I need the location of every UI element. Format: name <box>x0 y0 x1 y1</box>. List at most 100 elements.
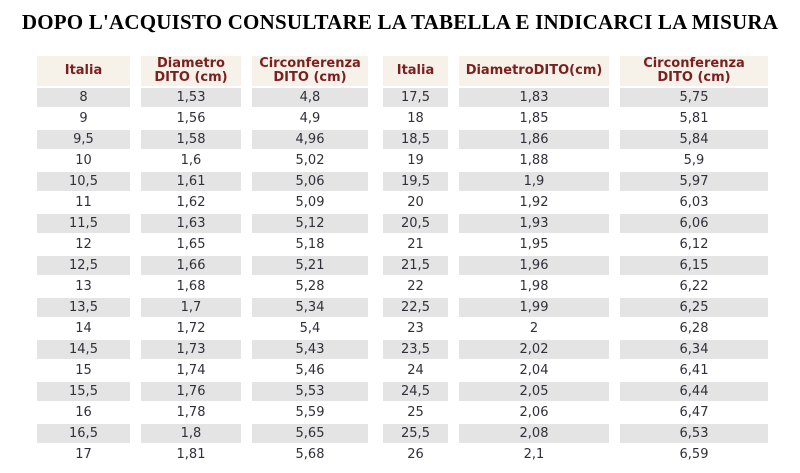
table-cell: 1,65 <box>141 235 241 254</box>
table-cell: 20,5 <box>383 214 448 233</box>
table-cell: 1,68 <box>141 277 241 296</box>
table-cell: 23 <box>383 319 448 338</box>
table-cell: 1,56 <box>141 109 241 128</box>
table-cell: 5,68 <box>252 445 368 464</box>
table-row: 25 2,06 6,47 <box>383 403 768 422</box>
table-row: 16,5 1,8 5,65 <box>37 424 368 443</box>
table-cell: 6,41 <box>620 361 768 380</box>
table-cell: 6,03 <box>620 193 768 212</box>
table-cell: 1,63 <box>141 214 241 233</box>
table-cell: 1,92 <box>459 193 609 212</box>
table-cell: 10,5 <box>37 172 130 191</box>
table-row: 18,5 1,86 5,84 <box>383 130 768 149</box>
table-cell: 6,34 <box>620 340 768 359</box>
table-cell: 5,12 <box>252 214 368 233</box>
table-row: 19,5 1,9 5,97 <box>383 172 768 191</box>
table-cell: 14,5 <box>37 340 130 359</box>
table-row: 11 1,62 5,09 <box>37 193 368 212</box>
column-header: DiametroDITO(cm) <box>459 56 609 86</box>
table-cell: 9 <box>37 109 130 128</box>
table-row: 9,5 1,58 4,96 <box>37 130 368 149</box>
table-cell: 1,53 <box>141 88 241 107</box>
table-cell: 2,08 <box>459 424 609 443</box>
table-cell: 1,61 <box>141 172 241 191</box>
table-cell: 16 <box>37 403 130 422</box>
table-cell: 19,5 <box>383 172 448 191</box>
table-cell: 6,06 <box>620 214 768 233</box>
table-row: 13 1,68 5,28 <box>37 277 368 296</box>
table-cell: 6,15 <box>620 256 768 275</box>
table-cell: 1,62 <box>141 193 241 212</box>
table-row: 22 1,98 6,22 <box>383 277 768 296</box>
table-cell: 5,21 <box>252 256 368 275</box>
table-row: 10 1,6 5,02 <box>37 151 368 170</box>
table-cell: 2,02 <box>459 340 609 359</box>
table-cell: 5,43 <box>252 340 368 359</box>
table-row: 24 2,04 6,41 <box>383 361 768 380</box>
table-row: 14 1,72 5,4 <box>37 319 368 338</box>
table-cell: 1,66 <box>141 256 241 275</box>
table-cell: 17,5 <box>383 88 448 107</box>
table-cell: 1,81 <box>141 445 241 464</box>
table-row: 19 1,88 5,9 <box>383 151 768 170</box>
table-cell: 5,4 <box>252 319 368 338</box>
table-cell: 5,28 <box>252 277 368 296</box>
table-cell: 1,88 <box>459 151 609 170</box>
table-cell: 1,99 <box>459 298 609 317</box>
table-cell: 22,5 <box>383 298 448 317</box>
table-row: 23 2 6,28 <box>383 319 768 338</box>
table-row: 12 1,65 5,18 <box>37 235 368 254</box>
table-row: 12,5 1,66 5,21 <box>37 256 368 275</box>
table-cell: 1,98 <box>459 277 609 296</box>
ring-size-table-left: Italia Diametro DITO (cm) Circonferenza DI… <box>26 54 379 466</box>
table-cell: 6,28 <box>620 319 768 338</box>
table-cell: 5,02 <box>252 151 368 170</box>
table-cell: 22 <box>383 277 448 296</box>
table-cell: 17 <box>37 445 130 464</box>
table-cell: 24,5 <box>383 382 448 401</box>
table-cell: 11 <box>37 193 130 212</box>
ring-size-table-right: Italia DiametroDITO(cm) Circonferenza DITO… <box>372 54 779 466</box>
table-cell: 20 <box>383 193 448 212</box>
table-row: 15 1,74 5,46 <box>37 361 368 380</box>
table-cell: 10 <box>37 151 130 170</box>
table-row: 11,5 1,63 5,12 <box>37 214 368 233</box>
column-header: Circonferenza DITO (cm) <box>252 56 368 86</box>
table-cell: 6,44 <box>620 382 768 401</box>
table-cell: 25,5 <box>383 424 448 443</box>
table-cell: 5,59 <box>252 403 368 422</box>
table-row: 24,5 2,05 6,44 <box>383 382 768 401</box>
table-row: 10,5 1,61 5,06 <box>37 172 368 191</box>
table-cell: 1,76 <box>141 382 241 401</box>
table-cell: 13 <box>37 277 130 296</box>
table-row: 21,5 1,96 6,15 <box>383 256 768 275</box>
table-cell: 1,93 <box>459 214 609 233</box>
table-row: 18 1,85 5,81 <box>383 109 768 128</box>
table-cell: 18,5 <box>383 130 448 149</box>
table-cell: 6,25 <box>620 298 768 317</box>
table-cell: 19 <box>383 151 448 170</box>
table-cell: 5,97 <box>620 172 768 191</box>
table-cell: 1,74 <box>141 361 241 380</box>
table-cell: 12,5 <box>37 256 130 275</box>
table-row: 17,5 1,83 5,75 <box>383 88 768 107</box>
table-cell: 4,8 <box>252 88 368 107</box>
table-row: 15,5 1,76 5,53 <box>37 382 368 401</box>
table-cell: 15 <box>37 361 130 380</box>
header-row: Italia Diametro DITO (cm) Circonferenza DI… <box>37 56 368 86</box>
table-cell: 13,5 <box>37 298 130 317</box>
table-row: 20,5 1,93 6,06 <box>383 214 768 233</box>
table-row: 16 1,78 5,59 <box>37 403 368 422</box>
table-cell: 5,06 <box>252 172 368 191</box>
table-cell: 1,8 <box>141 424 241 443</box>
column-header: Circonferenza DITO (cm) <box>620 56 768 86</box>
table-cell: 1,78 <box>141 403 241 422</box>
table-cell: 18 <box>383 109 448 128</box>
table-cell: 4,9 <box>252 109 368 128</box>
table-cell: 24 <box>383 361 448 380</box>
table-row: 20 1,92 6,03 <box>383 193 768 212</box>
table-row: 8 1,53 4,8 <box>37 88 368 107</box>
header-row: Italia DiametroDITO(cm) Circonferenza DITO… <box>383 56 768 86</box>
table-cell: 2,1 <box>459 445 609 464</box>
table-cell: 1,7 <box>141 298 241 317</box>
